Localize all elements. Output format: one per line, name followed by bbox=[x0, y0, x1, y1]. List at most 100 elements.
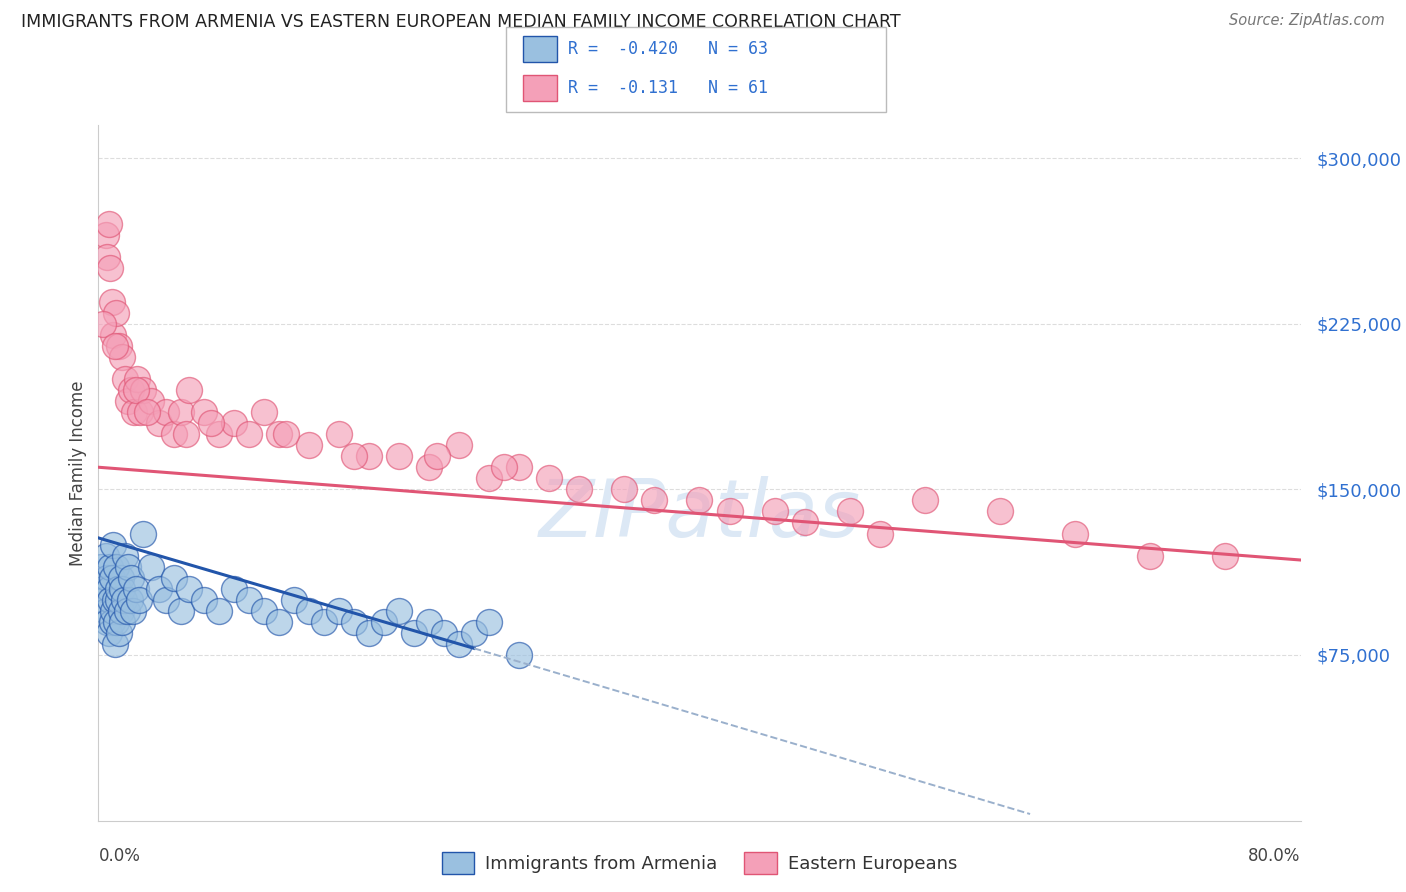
Point bbox=[100, 559, 122, 574]
Point bbox=[111, 582, 134, 596]
Point bbox=[105, 559, 128, 574]
Legend: Immigrants from Armenia, Eastern Europeans: Immigrants from Armenia, Eastern Europea… bbox=[434, 845, 965, 881]
Point bbox=[914, 493, 936, 508]
Point bbox=[111, 350, 134, 364]
Point bbox=[155, 405, 177, 419]
Text: R =  -0.420   N = 63: R = -0.420 N = 63 bbox=[568, 40, 768, 58]
Point bbox=[478, 615, 501, 629]
Point bbox=[107, 582, 129, 596]
Point bbox=[1064, 526, 1087, 541]
Point bbox=[538, 471, 561, 485]
Point bbox=[90, 559, 112, 574]
Point bbox=[91, 317, 114, 331]
Point bbox=[100, 261, 122, 276]
Point bbox=[988, 504, 1011, 518]
Point bbox=[96, 251, 118, 265]
Text: 0.0%: 0.0% bbox=[98, 847, 141, 865]
Text: IMMIGRANTS FROM ARMENIA VS EASTERN EUROPEAN MEDIAN FAMILY INCOME CORRELATION CHA: IMMIGRANTS FROM ARMENIA VS EASTERN EUROP… bbox=[21, 13, 901, 31]
Point bbox=[328, 427, 350, 442]
Point bbox=[125, 582, 148, 596]
Point bbox=[1139, 549, 1161, 563]
Point bbox=[508, 648, 530, 662]
Point bbox=[208, 427, 231, 442]
Point bbox=[148, 582, 170, 596]
Point bbox=[96, 571, 118, 585]
Point bbox=[718, 504, 741, 518]
Point bbox=[613, 483, 636, 497]
Point bbox=[388, 604, 411, 618]
Point bbox=[97, 217, 120, 231]
Point bbox=[104, 637, 127, 651]
Point bbox=[111, 615, 134, 629]
Point bbox=[267, 427, 290, 442]
Point bbox=[478, 471, 501, 485]
Point bbox=[122, 604, 145, 618]
Point bbox=[174, 427, 197, 442]
Text: Source: ZipAtlas.com: Source: ZipAtlas.com bbox=[1229, 13, 1385, 29]
Point bbox=[132, 383, 155, 397]
Point bbox=[170, 405, 193, 419]
Point bbox=[463, 626, 485, 640]
Point bbox=[93, 592, 115, 607]
Point bbox=[101, 615, 124, 629]
Point bbox=[97, 626, 120, 640]
Point bbox=[104, 339, 127, 353]
Point bbox=[688, 493, 710, 508]
Point bbox=[103, 327, 125, 342]
Point bbox=[568, 483, 591, 497]
Point bbox=[447, 438, 470, 452]
Point bbox=[103, 604, 125, 618]
Point bbox=[110, 604, 132, 618]
Point bbox=[388, 449, 411, 463]
Point bbox=[643, 493, 665, 508]
Point bbox=[121, 571, 143, 585]
Point bbox=[128, 592, 150, 607]
Point bbox=[118, 592, 141, 607]
Point bbox=[177, 383, 200, 397]
Point bbox=[494, 460, 516, 475]
Point bbox=[170, 604, 193, 618]
Point bbox=[838, 504, 860, 518]
Point bbox=[108, 626, 131, 640]
Y-axis label: Median Family Income: Median Family Income bbox=[69, 380, 87, 566]
Point bbox=[253, 604, 276, 618]
Point bbox=[148, 416, 170, 430]
Point bbox=[222, 582, 245, 596]
Point bbox=[139, 559, 162, 574]
Point bbox=[127, 372, 149, 386]
Point bbox=[110, 571, 132, 585]
Point bbox=[298, 438, 321, 452]
Point bbox=[101, 571, 124, 585]
Point bbox=[100, 592, 122, 607]
Point bbox=[1215, 549, 1237, 563]
Point bbox=[112, 592, 135, 607]
Point bbox=[208, 604, 231, 618]
Point bbox=[132, 526, 155, 541]
Point bbox=[121, 383, 143, 397]
Point bbox=[200, 416, 222, 430]
Text: ZIPatlas: ZIPatlas bbox=[538, 475, 860, 554]
Point bbox=[125, 383, 148, 397]
Point bbox=[105, 615, 128, 629]
Point bbox=[418, 460, 440, 475]
Point bbox=[129, 405, 152, 419]
Point bbox=[343, 615, 366, 629]
Point bbox=[343, 449, 366, 463]
Point bbox=[139, 394, 162, 409]
Point bbox=[124, 405, 146, 419]
Point bbox=[357, 626, 380, 640]
Point bbox=[869, 526, 891, 541]
Text: 80.0%: 80.0% bbox=[1249, 847, 1301, 865]
Text: R =  -0.131   N = 61: R = -0.131 N = 61 bbox=[568, 79, 768, 97]
Point bbox=[117, 394, 139, 409]
Point bbox=[253, 405, 276, 419]
Point bbox=[114, 549, 136, 563]
Point bbox=[135, 405, 157, 419]
Point bbox=[104, 592, 127, 607]
Point bbox=[298, 604, 321, 618]
Point bbox=[283, 592, 305, 607]
Point bbox=[162, 571, 184, 585]
Point bbox=[103, 537, 125, 551]
Point bbox=[425, 449, 447, 463]
Point bbox=[115, 604, 138, 618]
